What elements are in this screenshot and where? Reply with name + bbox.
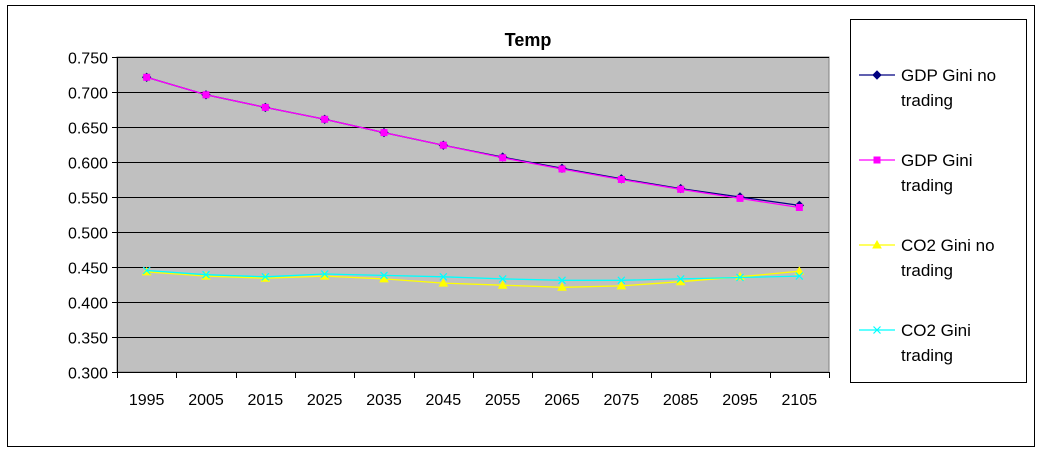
plot-area bbox=[116, 56, 830, 373]
y-tick-label: 0.700 bbox=[68, 86, 108, 103]
y-tick-label: 0.550 bbox=[68, 191, 108, 208]
marker-x-stroke bbox=[558, 276, 566, 285]
marker-triangle bbox=[557, 282, 567, 291]
y-tick-label: 0.600 bbox=[68, 156, 108, 173]
marker-x bbox=[142, 266, 151, 275]
marker-x bbox=[676, 274, 685, 283]
legend-label: CO2 Gini bbox=[901, 321, 971, 340]
series-gdp-gini-trading bbox=[143, 73, 803, 211]
marker-x bbox=[261, 272, 270, 281]
marker-triangle bbox=[438, 278, 449, 287]
marker-x bbox=[617, 276, 626, 285]
x-tick-label: 2055 bbox=[485, 392, 521, 409]
marker-triangle bbox=[497, 280, 508, 289]
gridlines bbox=[117, 57, 829, 338]
legend-label: trading bbox=[901, 176, 953, 195]
legend-entry: CO2 Gini trading bbox=[859, 321, 971, 365]
marker-x-stroke bbox=[617, 276, 626, 285]
marker-x bbox=[736, 273, 744, 282]
legend-entry: CO2 Gini no trading bbox=[859, 236, 995, 280]
series-co2-gini-trading bbox=[142, 266, 804, 285]
marker-x-stroke bbox=[498, 274, 507, 283]
marker-square bbox=[499, 154, 507, 162]
marker-x-stroke bbox=[320, 270, 329, 278]
legend-label: GDP Gini no bbox=[901, 66, 996, 85]
legend-label: trading bbox=[901, 91, 953, 110]
marker-x bbox=[795, 272, 804, 281]
x-tick-label: 2065 bbox=[544, 392, 580, 409]
marker-x-stroke bbox=[873, 326, 881, 334]
marker-triangle bbox=[379, 273, 389, 283]
marker-x bbox=[380, 271, 388, 280]
x-tick-label: 2045 bbox=[426, 392, 462, 409]
x-tick-label: 2105 bbox=[782, 392, 818, 409]
y-tick-label: 0.750 bbox=[68, 51, 108, 68]
marker-square bbox=[736, 194, 744, 202]
marker-square bbox=[439, 141, 447, 149]
chart-title: Temp bbox=[505, 30, 552, 50]
x-tick-label: 2075 bbox=[604, 392, 640, 409]
marker-triangle bbox=[872, 239, 882, 249]
marker-x bbox=[202, 270, 210, 279]
marker-square bbox=[677, 185, 685, 193]
marker-x-stroke bbox=[202, 270, 210, 279]
series-line bbox=[146, 270, 800, 288]
marker-square bbox=[795, 204, 803, 211]
legend-label: GDP Gini bbox=[901, 151, 973, 170]
marker-x bbox=[558, 276, 566, 285]
marker-x-stroke bbox=[736, 273, 744, 282]
axes: 0.300 0.350 0.400 0.450 0.500 0.550 0.600 0.650… bbox=[68, 51, 830, 409]
marker-diamond bbox=[872, 70, 882, 80]
y-tick-label: 0.400 bbox=[68, 296, 108, 313]
marker-x-stroke bbox=[380, 271, 388, 280]
marker-x-stroke bbox=[439, 272, 448, 281]
y-tick-label: 0.350 bbox=[68, 331, 108, 348]
marker-square bbox=[558, 165, 566, 173]
legend-label: CO2 Gini no bbox=[901, 236, 995, 255]
y-tick-label: 0.450 bbox=[68, 261, 108, 278]
marker-square bbox=[261, 103, 269, 111]
x-tick-label: 2025 bbox=[307, 392, 343, 409]
marker-x bbox=[439, 272, 448, 281]
legend-label: trading bbox=[901, 261, 953, 280]
y-tick-label: 0.650 bbox=[68, 121, 108, 138]
marker-square bbox=[617, 176, 625, 183]
marker-x-stroke bbox=[795, 272, 804, 281]
x-tick-label: 2085 bbox=[663, 392, 699, 409]
marker-square bbox=[202, 91, 210, 99]
legend-box bbox=[850, 19, 1027, 383]
series-line bbox=[146, 76, 800, 209]
y-tick-label: 0.500 bbox=[68, 226, 108, 243]
x-tick-label: 2015 bbox=[248, 392, 284, 409]
series-layer bbox=[141, 72, 805, 291]
x-tick-label: 2095 bbox=[722, 392, 758, 409]
marker-x-stroke bbox=[261, 272, 270, 281]
x-tick-label: 2035 bbox=[366, 392, 402, 409]
marker-square bbox=[873, 156, 881, 164]
series-line bbox=[146, 269, 800, 281]
marker-square bbox=[143, 73, 151, 81]
marker-x bbox=[873, 326, 881, 334]
marker-triangle bbox=[616, 280, 627, 290]
marker-x bbox=[320, 270, 329, 278]
marker-x-stroke bbox=[142, 266, 151, 275]
marker-square bbox=[380, 129, 388, 137]
y-tick-label: 0.300 bbox=[68, 366, 108, 383]
marker-square bbox=[321, 115, 329, 123]
x-tick-label: 1995 bbox=[129, 392, 165, 409]
marker-x-stroke bbox=[676, 274, 685, 283]
legend-label: trading bbox=[901, 346, 953, 365]
marker-triangle bbox=[794, 266, 805, 275]
legend-entry: GDP Gini trading bbox=[859, 151, 973, 195]
x-tick-label: 2005 bbox=[188, 392, 224, 409]
marker-x bbox=[498, 274, 507, 283]
legend-entry: GDP Gini no trading bbox=[859, 66, 996, 110]
